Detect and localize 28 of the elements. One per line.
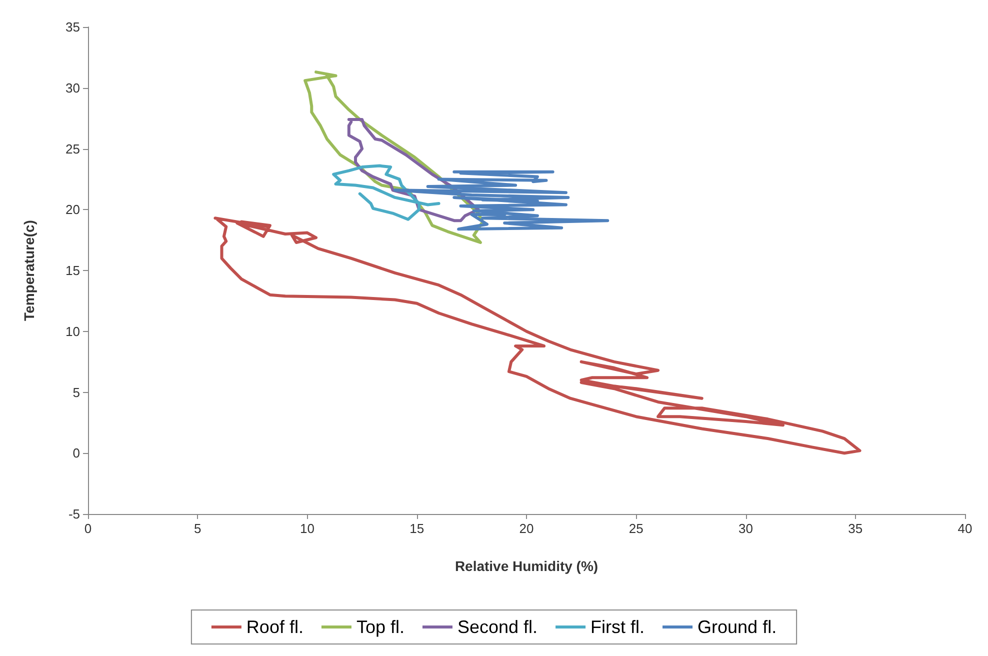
y-tick-label: 5 (72, 384, 80, 400)
x-tick-label: 20 (519, 521, 534, 536)
legend-label: Ground fl. (698, 617, 777, 637)
x-tick-label: 15 (410, 521, 424, 536)
legend-label: Roof fl. (246, 617, 304, 637)
y-tick-label: 10 (66, 324, 80, 339)
x-tick-label: 40 (958, 521, 972, 536)
legend-label: Top fl. (356, 617, 404, 637)
x-tick-label: 10 (300, 521, 314, 536)
line-series (332, 164, 440, 221)
x-tick-label: 25 (628, 521, 644, 536)
legend-label: Second fl. (457, 617, 538, 637)
y-tick-label: 0 (72, 446, 80, 461)
y-tick-label: -5 (68, 506, 80, 522)
x-tick-label: 0 (84, 521, 92, 536)
line-series (214, 216, 862, 455)
y-tick-label: 30 (66, 80, 80, 96)
x-axis-title: Relative Humidity (%) (454, 558, 598, 574)
line-series (393, 170, 610, 231)
y-tick-label: 25 (66, 141, 80, 156)
y-axis-title: Temperature(c) (21, 220, 37, 321)
x-tick-label: 35 (848, 521, 863, 536)
y-tick-label: 35 (66, 20, 80, 34)
x-tick-label: 30 (738, 521, 753, 536)
x-tick-label: 5 (194, 521, 202, 536)
y-tick-label: 20 (66, 202, 80, 218)
legend-label: First fl. (590, 617, 645, 637)
y-tick-label: 15 (66, 263, 80, 278)
